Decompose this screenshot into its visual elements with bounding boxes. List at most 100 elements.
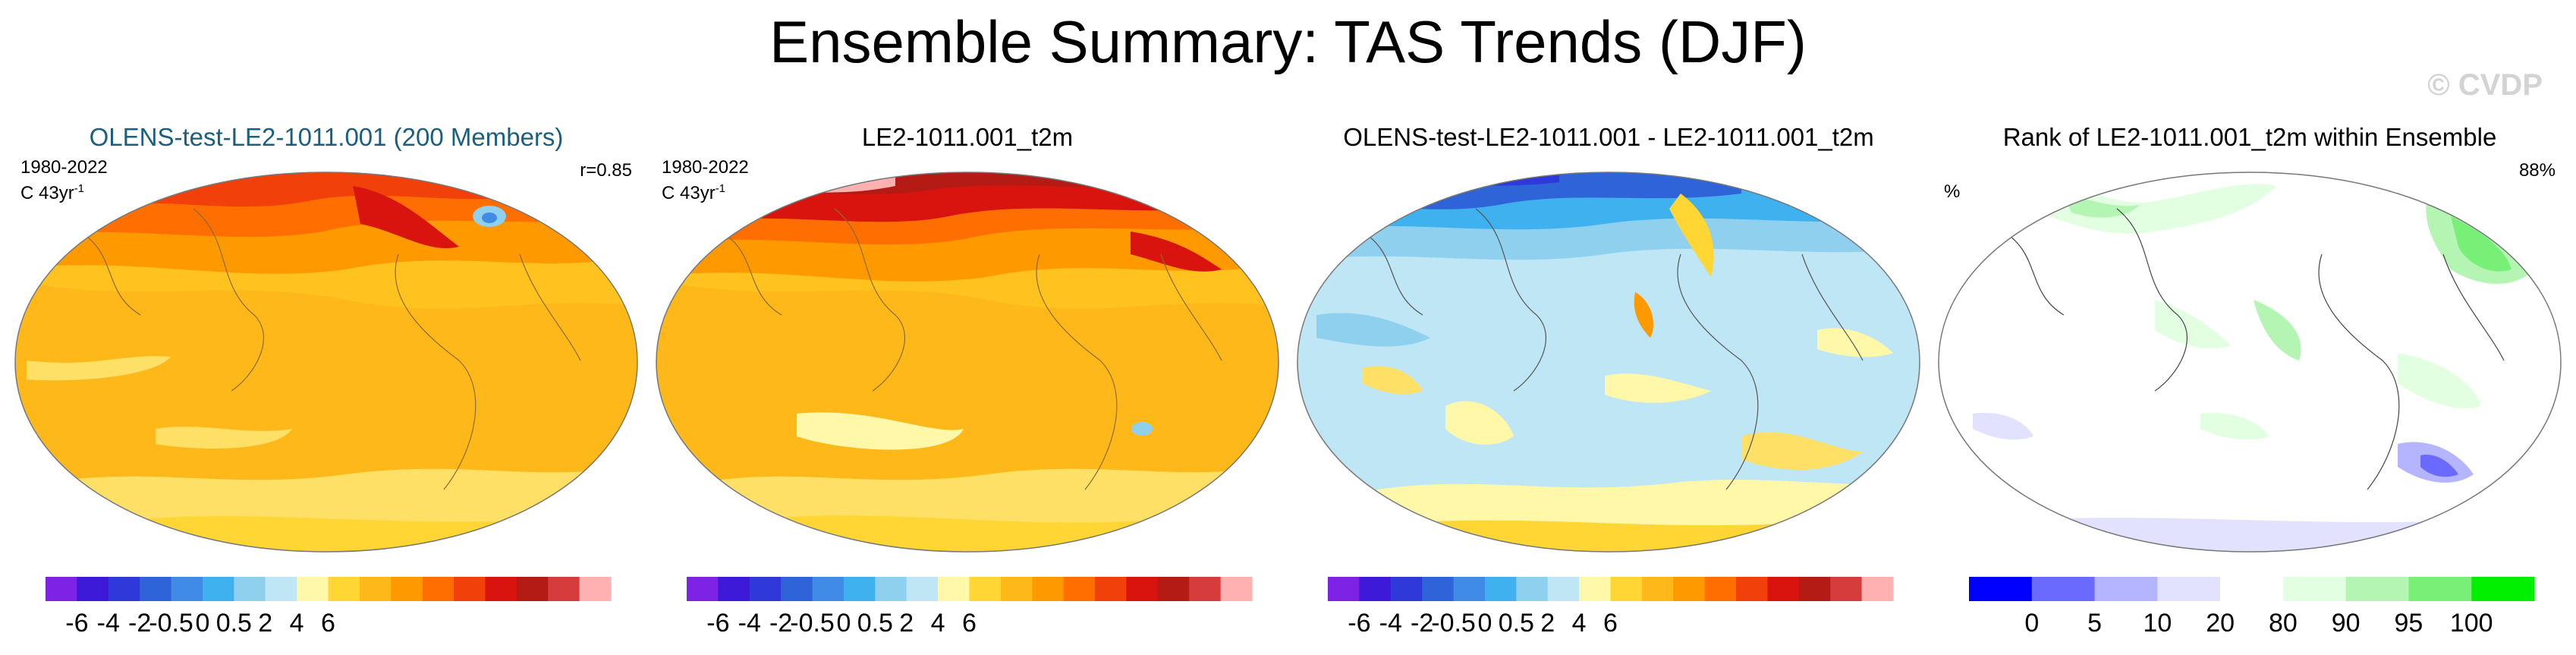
- colorbar-swatch: [1673, 577, 1706, 601]
- colorbar-swatch: [969, 577, 1002, 601]
- colorbar-swatch: [875, 577, 907, 601]
- colorbar-tick-label: -0.5: [1431, 609, 1476, 638]
- colorbar-swatch: [1328, 577, 1360, 601]
- colorbar-tick-label: 4: [1572, 609, 1587, 638]
- panel-title: LE2-1011.001_t2m: [861, 123, 1074, 151]
- panel-rank: Rank of LE2-1011.001_t2m within Ensemble…: [1927, 118, 2572, 611]
- colorbar-swatch: [2408, 577, 2472, 601]
- panel-title: OLENS-test-LE2-1011.001 (200 Members): [89, 123, 564, 151]
- colorbar-tick-label: 0: [1477, 609, 1492, 638]
- colorbar-tick-label: 5: [2087, 609, 2102, 638]
- colorbar-swatch: [202, 577, 234, 601]
- units-text: C 43yr: [20, 183, 74, 203]
- panel-title: OLENS-test-LE2-1011.001 - LE2-1011.001_t…: [1343, 123, 1874, 151]
- colorbar-swatch: [2094, 577, 2158, 601]
- colorbar-tick-label: 90: [2332, 609, 2361, 638]
- colorbar-rank: 0 5 10 20 80 90 95 100: [1927, 577, 2572, 653]
- colorbar-swatch: [2471, 577, 2535, 601]
- colorbar-swatch: [1969, 577, 2033, 601]
- colorbar-tick-label: -6: [65, 609, 88, 638]
- colorbar-tick-label: -4: [97, 609, 120, 638]
- colorbar-svg: 0 5 10 20 80 90 95 100: [1969, 577, 2535, 638]
- colorbar-swatch: [1157, 577, 1190, 601]
- colorbar-tick-label: 4: [931, 609, 945, 638]
- colorbar-tick-label: -6: [1348, 609, 1370, 638]
- colorbar-swatch: [1861, 577, 1894, 601]
- colorbar-swatch: [171, 577, 203, 601]
- map-ensemble-mean: [14, 172, 638, 553]
- colorbar-swatch: [2220, 577, 2284, 601]
- colorbar-tick-label: 0.5: [857, 609, 893, 638]
- map-difference: [1297, 172, 1920, 553]
- colorbar-swatch: [485, 577, 517, 601]
- colorbar-tick-label: 2: [899, 609, 914, 638]
- colorbar-swatch: [1641, 577, 1674, 601]
- colorbar-swatch: [454, 577, 486, 601]
- colorbar-swatch: [1000, 577, 1033, 601]
- period-label: 1980-2022 C 43yr-1: [662, 157, 749, 204]
- colorbar-swatch: [297, 577, 329, 601]
- colorbar-swatch: [1220, 577, 1253, 601]
- colorbar-tick-label: 0: [836, 609, 851, 638]
- colorbar-swatch: [1704, 577, 1737, 601]
- colorbar-tick-label: -4: [738, 609, 761, 638]
- colorbar-tick-label: 10: [2143, 609, 2172, 638]
- colorbar-swatch: [391, 577, 423, 601]
- colorbar-tick-label: 0: [195, 609, 209, 638]
- colorbar-swatch: [2157, 577, 2221, 601]
- colorbar-swatch: [1767, 577, 1800, 601]
- map-single-member: [656, 172, 1279, 553]
- colorbar-swatch: [1484, 577, 1517, 601]
- colorbar-swatch: [812, 577, 845, 601]
- colorbar-swatch: [1422, 577, 1455, 601]
- colorbar-tick-label: 6: [321, 609, 335, 638]
- colorbar-swatch: [234, 577, 266, 601]
- colorbar-swatch: [1359, 577, 1392, 601]
- colorbar-tick-label: 2: [258, 609, 272, 638]
- colorbar-swatch: [1126, 577, 1159, 601]
- colorbar-tick-label: -2: [128, 609, 151, 638]
- colorbar-swatch: [548, 577, 580, 601]
- colorbar-swatch: [749, 577, 782, 601]
- colorbar-swatch: [140, 577, 172, 601]
- colorbar-swatch: [1547, 577, 1580, 601]
- colorbar-ensemble-mean: -6 -4 -2 -0.5 0 0.5 2 4 6: [4, 577, 649, 653]
- colorbar-swatch: [46, 577, 77, 601]
- colorbar-tick-label: -4: [1379, 609, 1402, 638]
- colorbar-tick-label: 6: [1603, 609, 1618, 638]
- colorbar-tick-label: 95: [2395, 609, 2423, 638]
- colorbar-tick-label: 20: [2206, 609, 2235, 638]
- colorbar-swatch: [579, 577, 612, 601]
- colorbar-swatch: [938, 577, 970, 601]
- units-text: C 43yr: [662, 183, 716, 203]
- colorbar-swatch: [265, 577, 297, 601]
- colorbar-swatch: [1453, 577, 1486, 601]
- units-label: C 43yr-1: [662, 178, 749, 204]
- rank-units-label: %: [1944, 181, 1961, 202]
- map-rank: [1938, 172, 2562, 553]
- colorbar-svg: -6 -4 -2-0.5 0 0.5 2 4 6: [46, 577, 612, 638]
- colorbar-swatch: [1189, 577, 1222, 601]
- watermark: © CVDP: [2427, 68, 2543, 102]
- colorbar-swatch: [1390, 577, 1423, 601]
- colorbar-swatch: [1032, 577, 1065, 601]
- colorbar-swatch: [1063, 577, 1096, 601]
- colorbar-tick-label: 2: [1540, 609, 1555, 638]
- colorbar-swatch: [718, 577, 750, 601]
- colorbar-swatch: [108, 577, 140, 601]
- colorbar-swatch: [1095, 577, 1127, 601]
- colorbar-tick-label: 100: [2450, 609, 2493, 638]
- colorbar-swatch: [2031, 577, 2096, 601]
- colorbar-tick-label: -6: [706, 609, 729, 638]
- panel-ensemble-mean: OLENS-test-LE2-1011.001 (200 Members) 19…: [4, 118, 649, 611]
- colorbar-swatch: [1830, 577, 1863, 601]
- colorbar-single-member: -6 -4 -2 -0.5 0 0.5 2 4 6: [645, 577, 1290, 653]
- colorbar-swatch: [1798, 577, 1831, 601]
- colorbar-swatch: [359, 577, 392, 601]
- colorbar-swatch: [687, 577, 719, 601]
- colorbar-swatch: [1736, 577, 1768, 601]
- panel-single-member: LE2-1011.001_t2m 1980-2022 C 43yr-1: [645, 118, 1290, 611]
- page-title: Ensemble Summary: TAS Trends (DJF): [769, 8, 1807, 75]
- period-text: 1980-2022: [20, 157, 108, 178]
- colorbar-tick-label: -2: [769, 609, 792, 638]
